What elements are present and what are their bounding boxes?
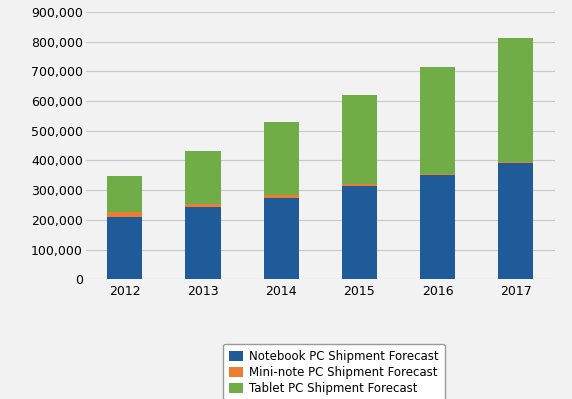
Bar	[420, 174, 455, 175]
Bar	[264, 195, 299, 198]
Bar	[185, 207, 221, 279]
Bar	[498, 162, 533, 164]
Bar	[498, 164, 533, 279]
Bar	[185, 151, 221, 204]
Bar	[108, 211, 142, 217]
Bar	[342, 186, 377, 279]
Legend: Notebook PC Shipment Forecast, Mini-note PC Shipment Forecast, Tablet PC Shipmen: Notebook PC Shipment Forecast, Mini-note…	[223, 344, 444, 399]
Bar	[342, 184, 377, 186]
Bar	[498, 38, 533, 162]
Bar	[185, 204, 221, 207]
Bar	[420, 67, 455, 174]
Bar	[108, 217, 142, 279]
Bar	[342, 95, 377, 184]
Bar	[264, 198, 299, 279]
Bar	[108, 176, 142, 211]
Bar	[264, 122, 299, 195]
Bar	[420, 175, 455, 279]
